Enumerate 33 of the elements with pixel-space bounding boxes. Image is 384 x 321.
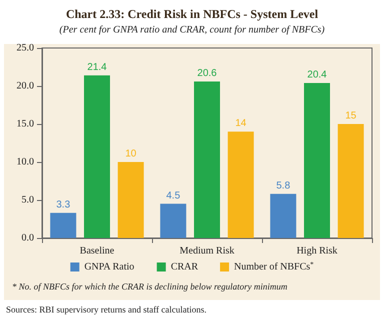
x-tick-label: High Risk (296, 246, 338, 256)
data-label: 21.4 (87, 62, 108, 73)
bar (228, 132, 254, 238)
text: * No. of NBFCs for which the CRAR is declining below regulatory minimum (12, 282, 288, 292)
source-note: Sources: RBI supervisory returns and staff calculations. (6, 304, 207, 314)
bar (160, 204, 186, 238)
chart-subtitle: (Per cent for GNPA ratio and CRAR, count for number of NBFCs) (59, 24, 326, 36)
data-label: 14 (235, 118, 247, 130)
bar (84, 75, 110, 238)
y-tick-label: 25.0 (16, 42, 34, 54)
y-tick-label: 15.0 (16, 118, 34, 130)
x-tick-label: Baseline (80, 246, 115, 256)
y-tick-label: 0.0 (22, 232, 34, 244)
data-label: 20.4 (307, 69, 328, 80)
bar (194, 81, 220, 238)
y-tick-label: 20.0 (16, 80, 34, 92)
data-label: 5.8 (276, 180, 291, 192)
data-label: 10 (125, 148, 137, 160)
data-label: 15 (345, 110, 357, 122)
bar (50, 212, 76, 238)
bar (270, 194, 296, 238)
bar (338, 124, 364, 238)
y-tick-label: 10.0 (16, 156, 34, 168)
legend-label: CRAR (170, 262, 198, 272)
x-tick-label: Medium Risk (180, 246, 234, 256)
data-label: 4.5 (166, 190, 181, 202)
data-label: 20.6 (197, 68, 218, 79)
data-label: 3.3 (56, 199, 71, 210)
y-tick-label: 5.0 (22, 194, 34, 206)
bar (118, 162, 144, 238)
bar (304, 82, 330, 238)
chart-title: Chart 2.33: Credit Risk in NBFCs - System Level (66, 7, 319, 21)
legend-label: GNPA Ratio (84, 262, 134, 272)
